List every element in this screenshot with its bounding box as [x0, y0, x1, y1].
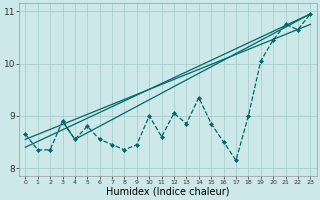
X-axis label: Humidex (Indice chaleur): Humidex (Indice chaleur): [106, 187, 229, 197]
